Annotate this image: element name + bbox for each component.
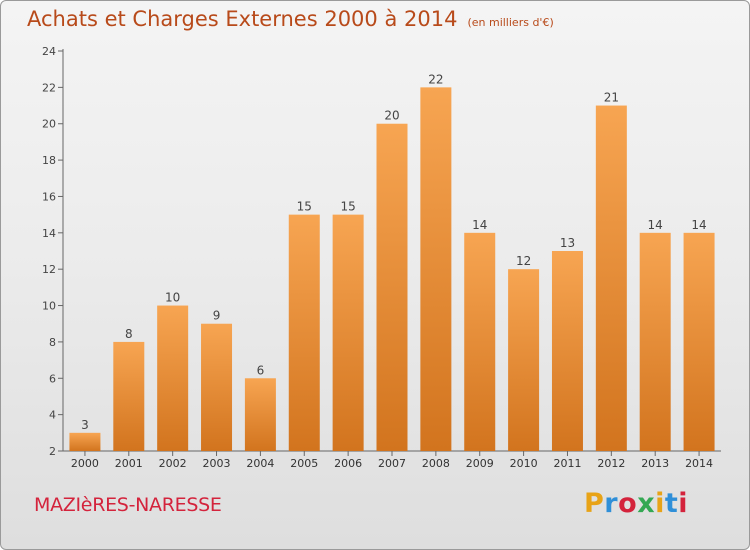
x-tick-label: 2000 <box>71 457 99 470</box>
y-tick-label: 2 <box>49 445 56 458</box>
x-tick-label: 2001 <box>115 457 143 470</box>
brand-letter: x <box>637 488 656 519</box>
value-label: 3 <box>81 418 89 432</box>
value-label: 15 <box>297 200 312 214</box>
y-tick-label: 4 <box>49 409 56 422</box>
y-tick-label: 6 <box>49 372 56 385</box>
chart-title-main: Achats et Charges Externes 2000 à 2014 <box>27 7 458 31</box>
bar-2014 <box>683 232 715 451</box>
x-tick-label: 2008 <box>422 457 450 470</box>
x-tick-label: 2003 <box>203 457 231 470</box>
value-label: 8 <box>125 327 133 341</box>
brand-letter: t <box>664 488 679 519</box>
value-label: 14 <box>472 218 487 232</box>
brand-letter: o <box>618 488 638 519</box>
x-tick-label: 2004 <box>246 457 274 470</box>
y-tick-label: 12 <box>42 263 56 276</box>
chart-title: Achats et Charges Externes 2000 à 2014 (e… <box>27 7 554 31</box>
y-tick-label: 20 <box>42 118 56 131</box>
x-tick-label: 2005 <box>290 457 318 470</box>
y-tick-label: 10 <box>42 300 56 313</box>
x-tick-label: 2006 <box>334 457 362 470</box>
bar-2009 <box>464 232 496 451</box>
x-tick-label: 2007 <box>378 457 406 470</box>
x-tick-label: 2013 <box>641 457 669 470</box>
value-label: 22 <box>428 72 443 86</box>
value-label: 9 <box>213 309 221 323</box>
bar-2000 <box>69 432 101 451</box>
x-tick-label: 2014 <box>685 457 713 470</box>
y-tick-label: 24 <box>42 45 56 58</box>
value-label: 12 <box>516 254 531 268</box>
brand-letter: P <box>584 488 605 519</box>
value-label: 21 <box>604 91 619 105</box>
x-tick-label: 2011 <box>553 457 581 470</box>
proxiti-logo[interactable]: Proxiti <box>584 488 688 519</box>
brand-letter: r <box>604 488 619 519</box>
value-label: 14 <box>691 218 706 232</box>
value-label: 10 <box>165 291 180 305</box>
bar-2007 <box>376 123 408 452</box>
bar-2008 <box>420 87 452 451</box>
value-label: 13 <box>560 236 575 250</box>
x-tick-label: 2010 <box>510 457 538 470</box>
bar-2013 <box>639 232 671 451</box>
bar-2004 <box>244 378 276 451</box>
bar-2005 <box>288 214 320 451</box>
value-label: 15 <box>340 200 355 214</box>
x-tick-label: 2012 <box>597 457 625 470</box>
bar-2012 <box>595 105 627 451</box>
bars <box>69 87 715 452</box>
x-tick-label: 2002 <box>159 457 187 470</box>
value-label: 20 <box>384 109 399 123</box>
bar-2011 <box>551 251 583 451</box>
chart-subtitle: (en milliers d'€) <box>467 16 554 29</box>
bar-2006 <box>332 214 364 451</box>
brand-letter: i <box>655 488 665 519</box>
y-tick-label: 8 <box>49 336 56 349</box>
value-labels: 3 8 10 9 6 15 15 20 22 14 12 13 21 14 14 <box>81 72 707 431</box>
bar-2001 <box>113 341 145 451</box>
value-label: 14 <box>648 218 663 232</box>
bar-2003 <box>201 323 233 451</box>
y-tick-label: 22 <box>42 81 56 94</box>
x-tick-label: 2009 <box>466 457 494 470</box>
bar-2002 <box>157 305 189 451</box>
y-tick-label: 16 <box>42 190 56 203</box>
y-tick-label: 18 <box>42 154 56 167</box>
brand-letter: i <box>678 488 689 519</box>
y-tick-label: 14 <box>42 227 56 240</box>
bar-2010 <box>508 269 540 451</box>
commune-name: MAZIèRES-NARESSE <box>34 494 222 516</box>
value-label: 6 <box>257 363 265 377</box>
